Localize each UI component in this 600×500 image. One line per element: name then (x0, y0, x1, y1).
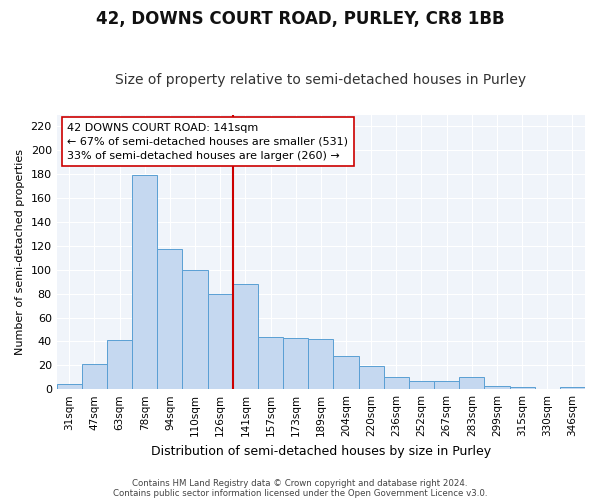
Text: Contains public sector information licensed under the Open Government Licence v3: Contains public sector information licen… (113, 488, 487, 498)
Bar (434, 381, 459, 389)
Bar (384, 377, 409, 389)
Bar (182, 270, 208, 389)
Bar (208, 294, 233, 389)
Y-axis label: Number of semi-detached properties: Number of semi-detached properties (15, 149, 25, 355)
Bar (334, 356, 359, 389)
Bar (107, 340, 132, 389)
Text: 42, DOWNS COURT ROAD, PURLEY, CR8 1BB: 42, DOWNS COURT ROAD, PURLEY, CR8 1BB (95, 10, 505, 28)
Bar (283, 338, 308, 389)
Bar (560, 387, 585, 389)
Bar (308, 339, 334, 389)
Bar (132, 176, 157, 389)
Bar (459, 377, 484, 389)
Text: 42 DOWNS COURT ROAD: 141sqm
← 67% of semi-detached houses are smaller (531)
33% : 42 DOWNS COURT ROAD: 141sqm ← 67% of sem… (67, 123, 348, 161)
Bar (56, 384, 82, 389)
Title: Size of property relative to semi-detached houses in Purley: Size of property relative to semi-detach… (115, 73, 526, 87)
Bar (258, 336, 283, 389)
Bar (484, 386, 509, 389)
Bar (359, 366, 384, 389)
Bar (233, 284, 258, 389)
Bar (509, 387, 535, 389)
Text: Contains HM Land Registry data © Crown copyright and database right 2024.: Contains HM Land Registry data © Crown c… (132, 478, 468, 488)
Bar (82, 364, 107, 389)
Bar (409, 381, 434, 389)
X-axis label: Distribution of semi-detached houses by size in Purley: Distribution of semi-detached houses by … (151, 444, 491, 458)
Bar (157, 250, 182, 389)
